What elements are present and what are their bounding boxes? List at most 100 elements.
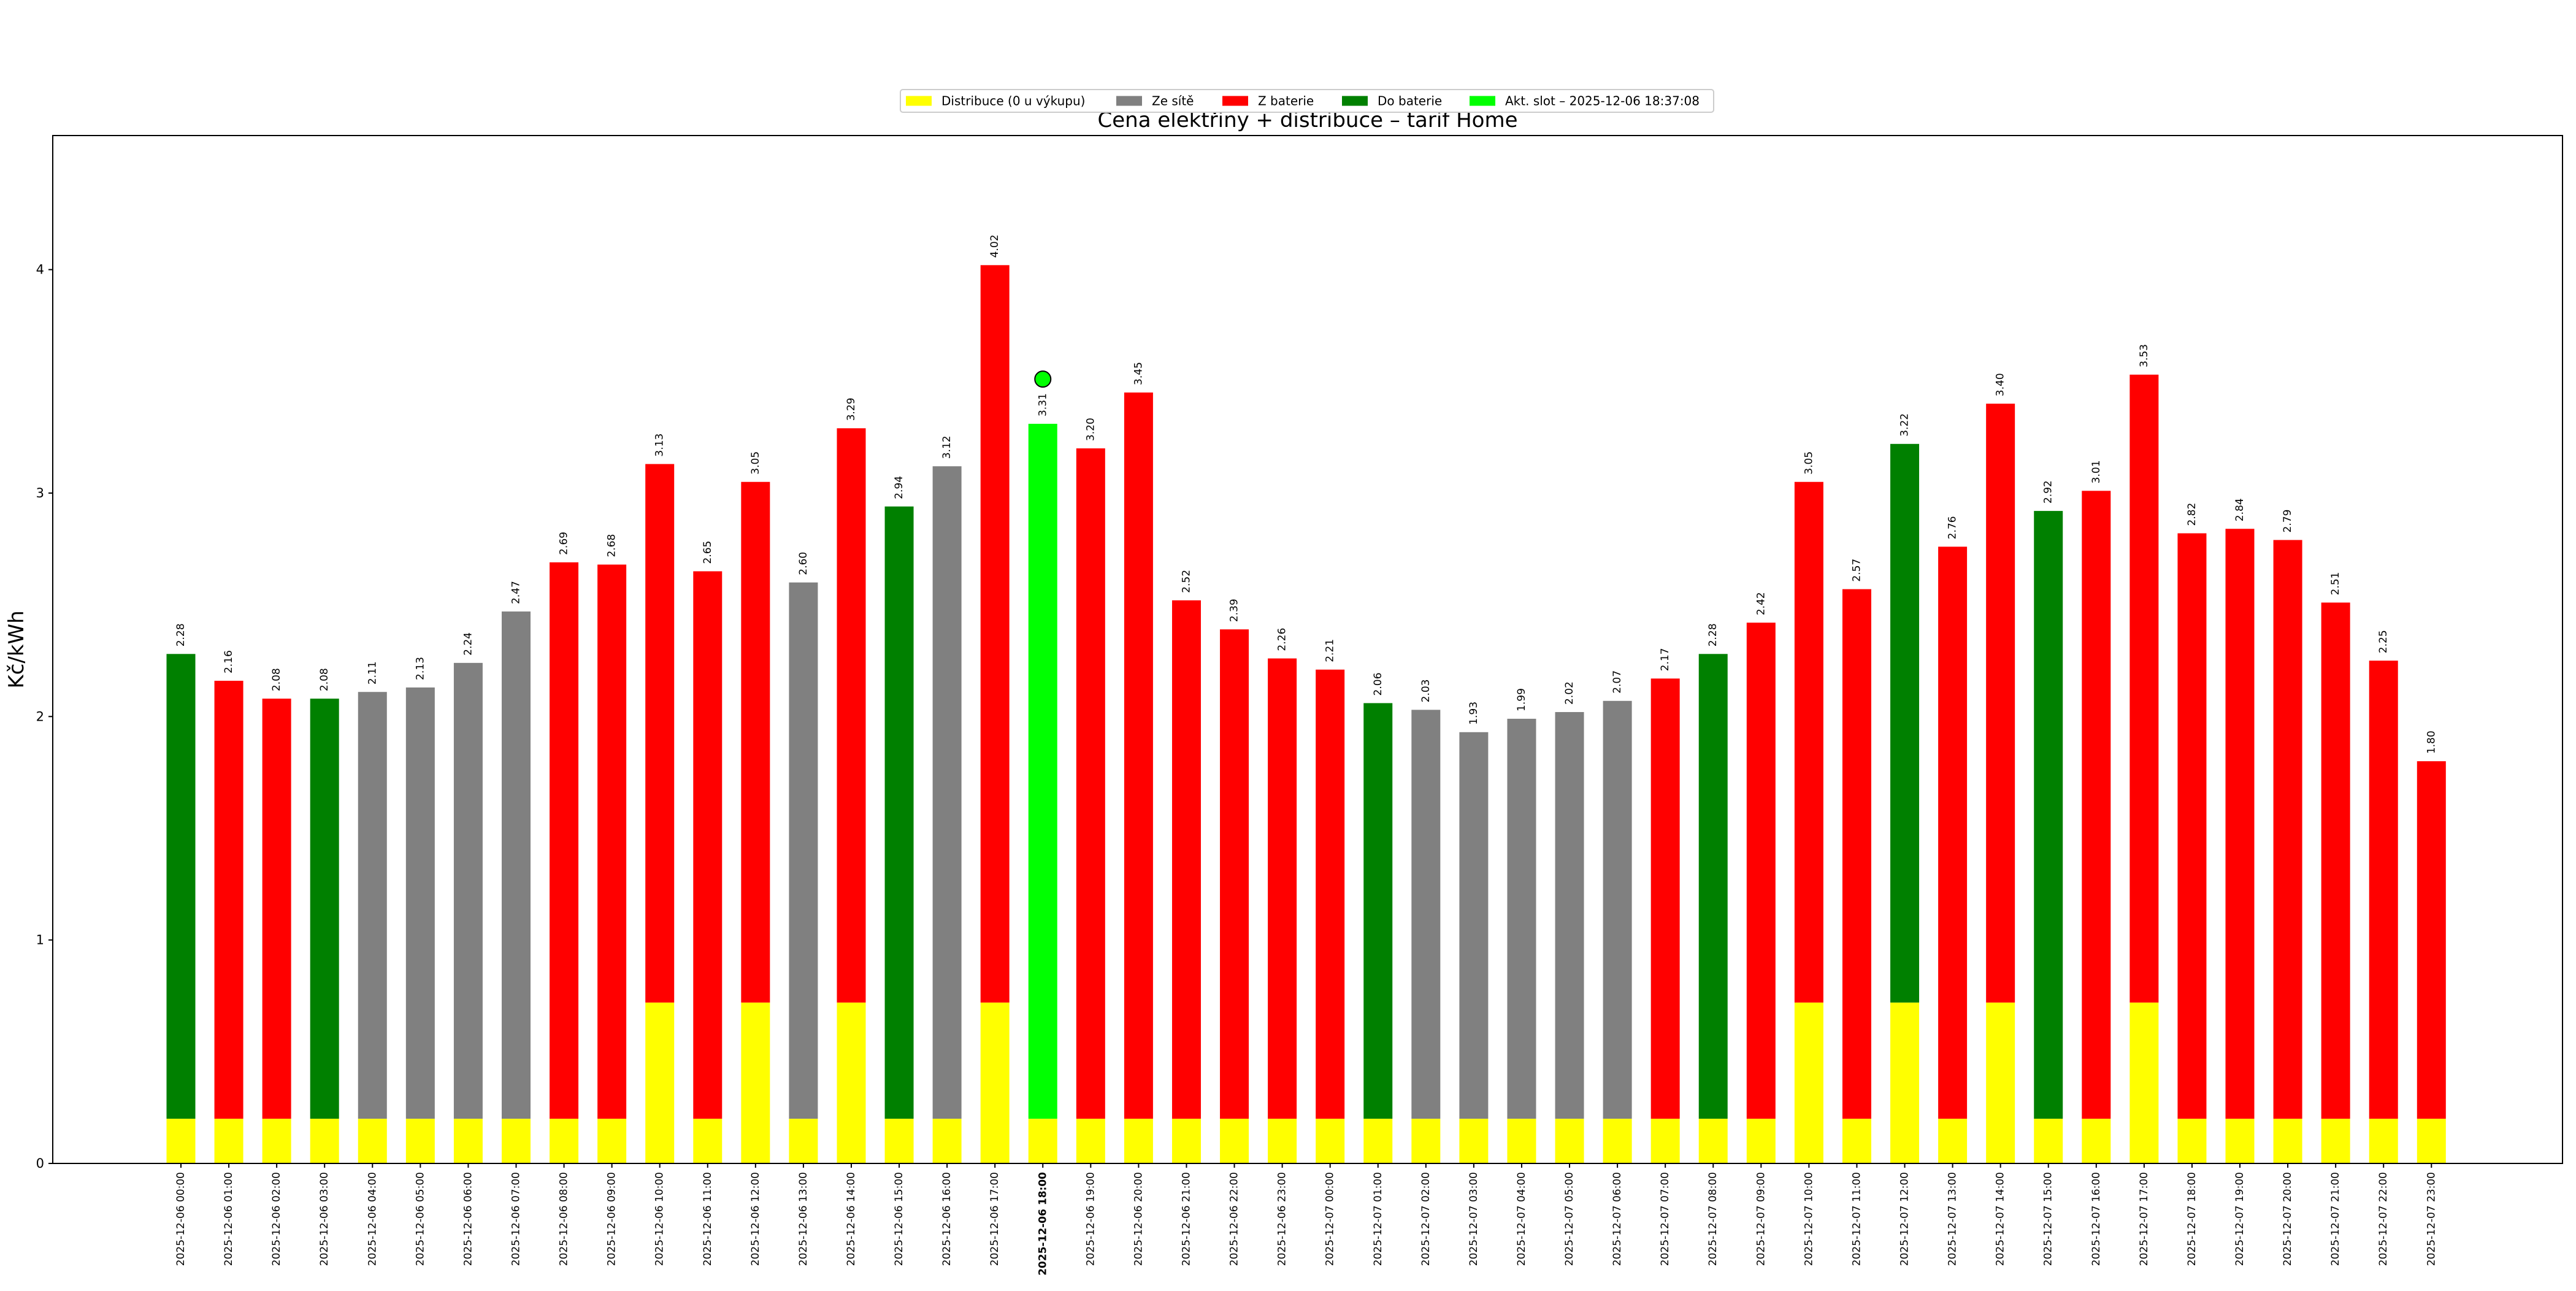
bar-distribution-segment <box>550 1119 579 1163</box>
bar-price-segment <box>214 681 243 1119</box>
bar-distribution-segment <box>1171 1119 1201 1163</box>
x-tick-label: 2025-12-06 10:00 <box>654 1172 666 1266</box>
bar-distribution-segment <box>2082 1119 2111 1163</box>
bar-value-label: 2.17 <box>1659 648 1671 672</box>
bar-value-label: 2.28 <box>1707 623 1719 646</box>
y-tick-label: 3 <box>36 486 44 500</box>
x-tick-label: 2025-12-07 12:00 <box>1899 1172 1911 1266</box>
bar-distribution-segment <box>2321 1119 2350 1163</box>
bar-price-segment <box>932 466 962 1119</box>
bar-price-segment <box>1746 623 1776 1119</box>
bar-distribution-segment <box>2177 1119 2207 1163</box>
bar-distribution-segment <box>2417 1119 2446 1163</box>
bar-price-segment <box>789 582 818 1119</box>
bar-distribution-segment <box>693 1119 723 1163</box>
bar-value-label: 2.65 <box>702 541 714 564</box>
bar-value-label: 2.25 <box>2377 630 2390 653</box>
bar-value-label: 2.92 <box>2042 480 2055 504</box>
bar-price-segment <box>405 687 435 1119</box>
x-tick-label: 2025-12-07 15:00 <box>2042 1172 2055 1266</box>
x-tick-label: 2025-12-07 21:00 <box>2329 1172 2342 1266</box>
bar-value-label: 2.52 <box>1180 570 1192 593</box>
bar-value-label: 2.76 <box>1947 516 1959 540</box>
legend-item-label: Akt. slot – 2025-12-06 18:37:08 <box>1505 94 1700 109</box>
bar-price-segment <box>1698 654 1728 1119</box>
bar-price-segment <box>1171 600 1201 1119</box>
bar-value-label: 2.21 <box>1324 639 1336 662</box>
bar-value-label: 2.39 <box>1229 599 1241 622</box>
x-tick-label: 2025-12-07 00:00 <box>1324 1172 1336 1266</box>
bar-value-label: 2.51 <box>2329 572 2342 596</box>
bar-value-label: 2.28 <box>175 623 187 646</box>
x-tick-label: 2025-12-06 15:00 <box>893 1172 905 1266</box>
x-tick-label: 2025-12-07 06:00 <box>1611 1172 1623 1266</box>
x-tick-label: 2025-12-07 11:00 <box>1850 1172 1863 1266</box>
bar-value-label: 2.84 <box>2234 498 2246 521</box>
bar-price-segment <box>1555 712 1584 1119</box>
bar-distribution-segment <box>262 1119 291 1163</box>
x-tick-label: 2025-12-07 01:00 <box>1372 1172 1384 1266</box>
bar-price-segment <box>837 428 866 1003</box>
bar-value-label: 2.26 <box>1276 628 1289 651</box>
bar-distribution-segment <box>1363 1119 1393 1163</box>
bar-price-segment <box>2225 529 2255 1119</box>
bar-value-label: 2.79 <box>2282 510 2294 533</box>
bar-distribution-segment <box>1124 1119 1153 1163</box>
bar-value-label: 2.03 <box>1420 680 1432 703</box>
bar-distribution-segment <box>310 1119 339 1163</box>
bar-distribution-segment <box>1220 1119 1249 1163</box>
x-tick-label: 2025-12-06 11:00 <box>702 1172 714 1266</box>
bar-value-label: 3.20 <box>1084 418 1097 441</box>
x-tick-label: 2025-12-07 20:00 <box>2282 1172 2294 1266</box>
bar-price-segment <box>741 481 770 1003</box>
legend-item-label: Ze sítě <box>1152 94 1194 109</box>
x-tick-label: 2025-12-06 06:00 <box>462 1172 474 1266</box>
x-tick-label: 2025-12-06 20:00 <box>1132 1172 1144 1266</box>
bar-distribution-segment <box>2369 1119 2398 1163</box>
y-tick-label: 4 <box>36 262 44 277</box>
x-tick-label: 2025-12-06 05:00 <box>414 1172 426 1266</box>
bar-value-label: 3.05 <box>1803 451 1815 475</box>
bar-price-segment <box>1650 678 1680 1119</box>
x-tick-label: 2025-12-07 10:00 <box>1803 1172 1815 1266</box>
legend-swatch <box>1116 96 1142 106</box>
bar-distribution-segment <box>980 1002 1010 1163</box>
bar-distribution-segment <box>1411 1119 1441 1163</box>
bar-distribution-segment <box>2034 1119 2063 1163</box>
y-axis-ticks: 0 1 2 3 4 <box>36 262 53 1171</box>
x-tick-label: 2025-12-07 09:00 <box>1755 1172 1767 1266</box>
bar-value-label: 2.68 <box>606 534 618 557</box>
bar-value-label: 3.45 <box>1132 362 1144 385</box>
bar-value-label: 2.60 <box>797 552 810 575</box>
bar-distribution-segment <box>166 1119 196 1163</box>
bar-price-segment <box>1986 404 2015 1003</box>
x-axis-ticks: 2025-12-06 00:00 2025-12-06 01:00 2025-12-… <box>175 1163 2437 1276</box>
bar-value-label: 3.12 <box>941 435 953 459</box>
legend-item-label: Distribuce (0 u výkupu) <box>941 94 1085 109</box>
bar-distribution-segment <box>358 1119 387 1163</box>
bar-value-label: 2.42 <box>1755 592 1767 615</box>
bar-distribution-segment <box>1650 1119 1680 1163</box>
bar-distribution-segment <box>1698 1119 1728 1163</box>
bar-price-segment <box>358 692 387 1119</box>
y-tick-label: 0 <box>36 1156 44 1171</box>
x-tick-label: 2025-12-07 13:00 <box>1947 1172 1959 1266</box>
bar-distribution-segment <box>2225 1119 2255 1163</box>
x-tick-label: 2025-12-07 04:00 <box>1516 1172 1528 1266</box>
bar-price-segment <box>2082 491 2111 1119</box>
bar-distribution-segment <box>884 1119 914 1163</box>
bar-distribution-segment <box>837 1002 866 1163</box>
bar-price-segment <box>310 699 339 1119</box>
bar-distribution-segment <box>1507 1119 1536 1163</box>
bar-price-segment <box>166 654 196 1119</box>
bar-distribution-segment <box>1794 1002 1823 1163</box>
bar-distribution-segment <box>1028 1119 1057 1163</box>
bar-price-segment <box>980 265 1010 1003</box>
bar-price-segment <box>2273 540 2302 1119</box>
bar-price-segment <box>2177 533 2207 1119</box>
bar-value-label: 2.16 <box>223 650 235 673</box>
bar-price-segment <box>2369 661 2398 1119</box>
bar-value-label: 2.82 <box>2186 503 2198 526</box>
bar-distribution-segment <box>501 1119 531 1163</box>
legend-swatch <box>1222 96 1248 106</box>
